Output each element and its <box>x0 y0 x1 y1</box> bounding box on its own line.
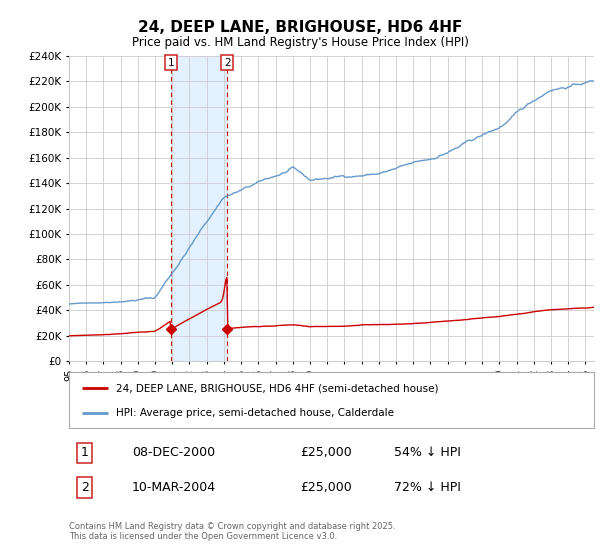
Text: £25,000: £25,000 <box>300 446 352 459</box>
Text: Price paid vs. HM Land Registry's House Price Index (HPI): Price paid vs. HM Land Registry's House … <box>131 36 469 49</box>
Text: 2: 2 <box>224 58 230 68</box>
Text: 54% ↓ HPI: 54% ↓ HPI <box>395 446 461 459</box>
Text: 1: 1 <box>81 446 89 459</box>
Text: 2: 2 <box>81 481 89 494</box>
Text: 10-MAR-2004: 10-MAR-2004 <box>132 481 216 494</box>
Text: 08-DEC-2000: 08-DEC-2000 <box>132 446 215 459</box>
Text: 1: 1 <box>168 58 175 68</box>
Text: 24, DEEP LANE, BRIGHOUSE, HD6 4HF (semi-detached house): 24, DEEP LANE, BRIGHOUSE, HD6 4HF (semi-… <box>116 383 439 393</box>
Text: 24, DEEP LANE, BRIGHOUSE, HD6 4HF: 24, DEEP LANE, BRIGHOUSE, HD6 4HF <box>138 20 462 35</box>
Text: HPI: Average price, semi-detached house, Calderdale: HPI: Average price, semi-detached house,… <box>116 408 394 418</box>
Text: 72% ↓ HPI: 72% ↓ HPI <box>395 481 461 494</box>
Text: £25,000: £25,000 <box>300 481 352 494</box>
Bar <box>171 56 227 361</box>
Text: Contains HM Land Registry data © Crown copyright and database right 2025.
This d: Contains HM Land Registry data © Crown c… <box>69 522 395 542</box>
